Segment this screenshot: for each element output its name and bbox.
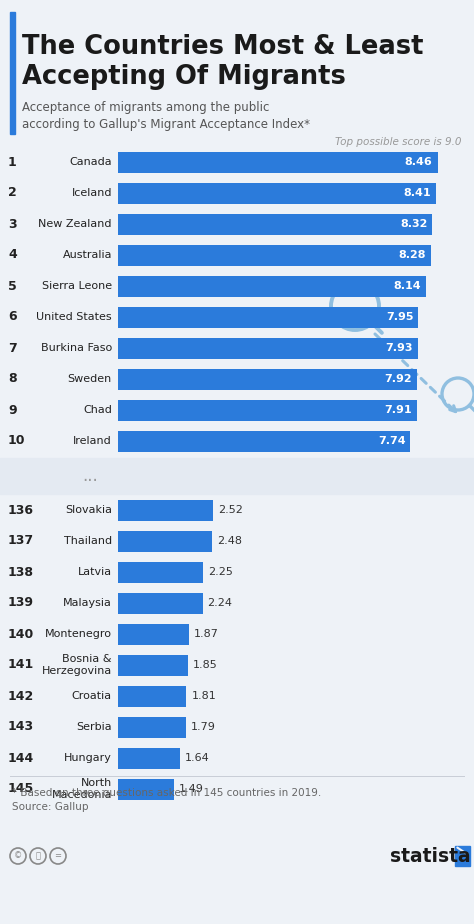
Text: 144: 144 [8,751,34,764]
Bar [118,716,186,737]
Text: 1.81: 1.81 [191,691,216,701]
Bar [118,275,426,297]
Text: 136: 136 [8,504,34,517]
Text: North
Macedonia: North Macedonia [52,778,112,799]
Text: 2: 2 [8,187,17,200]
Text: statista: statista [390,846,471,866]
Text: 5: 5 [8,279,17,293]
Bar [118,213,432,235]
Text: 2.24: 2.24 [208,598,233,608]
Bar [118,431,410,452]
Text: United States: United States [36,312,112,322]
Bar [118,500,213,520]
Text: Croatia: Croatia [72,691,112,701]
Text: 8.41: 8.41 [403,188,431,198]
Text: Hungary: Hungary [64,753,112,763]
Text: The Countries Most & Least
Accepting Of Migrants: The Countries Most & Least Accepting Of … [22,34,423,90]
Text: 141: 141 [8,659,34,672]
Text: Burkina Faso: Burkina Faso [41,343,112,353]
Text: Ⓟ: Ⓟ [36,852,40,860]
Text: 139: 139 [8,597,34,610]
Text: Thailand: Thailand [64,536,112,546]
Text: =: = [55,852,62,860]
Text: Montenegro: Montenegro [45,629,112,639]
Bar [118,369,417,390]
Text: 1.79: 1.79 [191,722,216,732]
Text: Malaysia: Malaysia [63,598,112,608]
Bar [118,654,188,675]
Bar [118,399,417,420]
Bar [118,530,212,552]
Text: ©: © [14,852,22,860]
Text: Top possible score is 9.0: Top possible score is 9.0 [336,137,462,147]
Text: 1.87: 1.87 [194,629,219,639]
Text: New Zealand: New Zealand [38,219,112,229]
Text: 7.93: 7.93 [385,343,412,353]
Text: Canada: Canada [69,157,112,167]
Text: 2.48: 2.48 [217,536,242,546]
Text: * Based on three questions asked in 145 countries in 2019.
Source: Gallup: * Based on three questions asked in 145 … [12,788,321,812]
Text: Slovakia: Slovakia [65,505,112,515]
Text: 138: 138 [8,565,34,578]
Bar [118,152,438,173]
Text: 7: 7 [8,342,17,355]
Text: 1.85: 1.85 [193,660,218,670]
Text: 2.25: 2.25 [208,567,233,577]
Text: Bosnia &
Herzegovina: Bosnia & Herzegovina [42,654,112,675]
Text: 7.95: 7.95 [386,312,413,322]
Text: 1.64: 1.64 [185,753,210,763]
Bar [10,12,15,134]
Text: Australia: Australia [63,250,112,260]
Text: 8.14: 8.14 [393,281,420,291]
Text: Sweden: Sweden [68,374,112,384]
Text: 1.49: 1.49 [179,784,204,794]
Bar [118,624,189,645]
Text: 10: 10 [8,434,26,447]
Text: Acceptance of migrants among the public
according to Gallup's Migrant Acceptance: Acceptance of migrants among the public … [22,101,310,131]
Text: Sierra Leone: Sierra Leone [42,281,112,291]
Text: ...: ... [82,467,98,485]
Bar [118,307,419,327]
Text: 4: 4 [8,249,17,261]
Text: 143: 143 [8,721,34,734]
Text: 8.46: 8.46 [405,157,433,167]
Text: 7.91: 7.91 [384,405,412,415]
Text: 8.32: 8.32 [400,219,428,229]
Text: Iceland: Iceland [72,188,112,198]
Text: 145: 145 [8,783,34,796]
Bar [118,562,203,582]
FancyArrowPatch shape [457,847,468,855]
Text: 9: 9 [8,404,17,417]
Bar [0,458,474,494]
Text: 8.28: 8.28 [398,250,426,260]
Text: Ireland: Ireland [73,436,112,446]
Bar [455,846,470,866]
Text: 1: 1 [8,155,17,168]
Bar [118,779,174,799]
Text: 7.74: 7.74 [378,436,405,446]
Text: 140: 140 [8,627,34,640]
Text: Chad: Chad [83,405,112,415]
Text: 2.52: 2.52 [218,505,243,515]
Text: Latvia: Latvia [78,567,112,577]
Text: 3: 3 [8,217,17,230]
Bar [118,245,431,265]
Text: Serbia: Serbia [76,722,112,732]
Text: 142: 142 [8,689,34,702]
Bar [118,592,202,614]
Bar [118,686,186,707]
Text: 6: 6 [8,310,17,323]
Text: 8: 8 [8,372,17,385]
Text: 137: 137 [8,534,34,548]
Text: 7.92: 7.92 [384,374,412,384]
Bar [118,183,436,203]
Bar [118,337,418,359]
Bar [118,748,180,769]
